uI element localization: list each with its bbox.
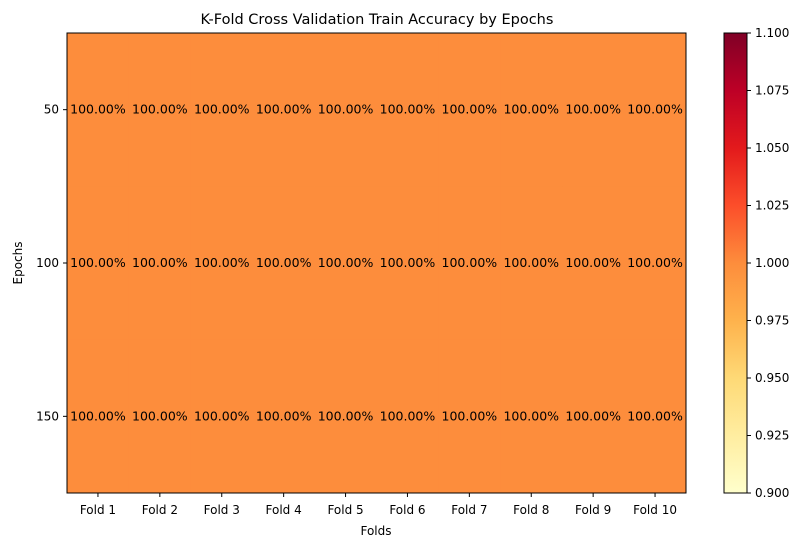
heatmap-cell bbox=[562, 339, 625, 494]
heatmap-cell bbox=[562, 33, 625, 187]
x-tick-label: Fold 5 bbox=[327, 503, 363, 517]
x-tick-label: Fold 4 bbox=[266, 503, 302, 517]
heatmap-cell bbox=[376, 339, 439, 494]
heatmap-cell bbox=[190, 33, 254, 187]
cell-value-label: 100.00% bbox=[503, 102, 559, 117]
heatmap-cell bbox=[500, 339, 563, 494]
heatmap-cell bbox=[128, 186, 192, 341]
heatmap-cell bbox=[438, 186, 501, 341]
cell-value-label: 100.00% bbox=[70, 255, 126, 270]
heatmap-cell bbox=[376, 33, 439, 187]
x-tick-label: Fold 1 bbox=[80, 503, 116, 517]
colorbar-tick-label: 0.950 bbox=[755, 371, 789, 385]
cell-value-label: 100.00% bbox=[256, 408, 312, 423]
heatmap-cell bbox=[67, 186, 130, 341]
cell-value-label: 100.00% bbox=[627, 102, 683, 117]
heatmap-cell bbox=[624, 33, 687, 187]
colorbar-tick-label: 1.000 bbox=[755, 256, 789, 270]
x-tick-label: Fold 10 bbox=[633, 503, 677, 517]
cell-value-label: 100.00% bbox=[256, 255, 312, 270]
cell-value-label: 100.00% bbox=[627, 408, 683, 423]
x-tick-label: Fold 8 bbox=[513, 503, 549, 517]
heatmap-cell bbox=[252, 186, 316, 341]
cell-value-label: 100.00% bbox=[70, 102, 126, 117]
colorbar-tick-label: 0.900 bbox=[755, 486, 789, 500]
cell-value-label: 100.00% bbox=[627, 255, 683, 270]
heatmap-cell bbox=[314, 339, 377, 494]
cell-value-label: 100.00% bbox=[194, 255, 250, 270]
cell-value-label: 100.00% bbox=[70, 408, 126, 423]
heatmap-cell bbox=[128, 339, 192, 494]
heatmap-cell bbox=[500, 186, 563, 341]
cell-value-label: 100.00% bbox=[194, 102, 250, 117]
heatmap-cell bbox=[314, 186, 377, 341]
heatmap-cell bbox=[252, 33, 316, 187]
heatmap-cells bbox=[67, 33, 687, 494]
x-tick-label: Fold 6 bbox=[389, 503, 425, 517]
heatmap-cell bbox=[562, 186, 625, 341]
cell-value-label: 100.00% bbox=[132, 408, 188, 423]
colorbar-tick-label: 1.050 bbox=[755, 141, 789, 155]
colorbar-ticks: 0.900 0.925 0.950 0.975 1.000 1.025 1.050 1.075… bbox=[747, 26, 789, 500]
cell-value-label: 100.00% bbox=[318, 408, 374, 423]
colorbar bbox=[723, 32, 748, 494]
colorbar-tick-label: 1.100 bbox=[755, 26, 789, 40]
heatmap-cell bbox=[500, 33, 563, 187]
cell-value-label: 100.00% bbox=[565, 102, 621, 117]
x-tick-label: Fold 7 bbox=[451, 503, 487, 517]
heatmap-cell bbox=[128, 33, 192, 187]
cell-value-label: 100.00% bbox=[132, 255, 188, 270]
y-axis-label: Epochs bbox=[11, 242, 25, 285]
cell-value-label: 100.00% bbox=[565, 408, 621, 423]
y-tick-label: 50 bbox=[44, 103, 59, 117]
cell-value-label: 100.00% bbox=[442, 255, 498, 270]
cell-value-label: 100.00% bbox=[380, 408, 436, 423]
heatmap-cell bbox=[190, 186, 254, 341]
cell-value-label: 100.00% bbox=[318, 255, 374, 270]
heatmap-cell bbox=[438, 339, 501, 494]
cell-value-label: 100.00% bbox=[318, 102, 374, 117]
heatmap-cell bbox=[438, 33, 501, 187]
heatmap-cell bbox=[624, 186, 687, 341]
x-tick-label: Fold 9 bbox=[575, 503, 611, 517]
cell-labels: 100.00% 100.00% 100.00% 100.00% 100.00% 100.0… bbox=[70, 102, 683, 424]
cell-value-label: 100.00% bbox=[194, 408, 250, 423]
y-axis-ticks: 50 100 150 bbox=[36, 103, 67, 423]
x-tick-label: Fold 2 bbox=[142, 503, 178, 517]
cell-value-label: 100.00% bbox=[380, 102, 436, 117]
cell-value-label: 100.00% bbox=[503, 408, 559, 423]
heatmap-cell bbox=[376, 186, 439, 341]
heatmap-cell bbox=[624, 339, 687, 494]
heatmap-cell bbox=[252, 339, 316, 494]
cell-value-label: 100.00% bbox=[503, 255, 559, 270]
heatmap-cell bbox=[67, 339, 130, 494]
chart-title: K-Fold Cross Validation Train Accuracy b… bbox=[201, 12, 554, 28]
x-axis-ticks: Fold 1 Fold 2 Fold 3 Fold 4 Fold 5 Fold 6 Fold… bbox=[80, 493, 677, 517]
cell-value-label: 100.00% bbox=[132, 102, 188, 117]
colorbar-tick-label: 1.075 bbox=[755, 84, 789, 98]
x-tick-label: Fold 3 bbox=[204, 503, 240, 517]
colorbar-tick-label: 1.025 bbox=[755, 199, 789, 213]
heatmap-cell bbox=[314, 33, 377, 187]
cell-value-label: 100.00% bbox=[442, 408, 498, 423]
y-tick-label: 150 bbox=[36, 409, 59, 423]
y-tick-label: 100 bbox=[36, 256, 59, 270]
cell-value-label: 100.00% bbox=[380, 255, 436, 270]
heatmap-cell bbox=[190, 339, 254, 494]
cell-value-label: 100.00% bbox=[565, 255, 621, 270]
heatmap-cell bbox=[67, 33, 130, 187]
cell-value-label: 100.00% bbox=[442, 102, 498, 117]
cell-value-label: 100.00% bbox=[256, 102, 312, 117]
x-axis-label: Folds bbox=[360, 524, 391, 538]
colorbar-tick-label: 0.975 bbox=[755, 314, 789, 328]
colorbar-tick-label: 0.925 bbox=[755, 429, 789, 443]
